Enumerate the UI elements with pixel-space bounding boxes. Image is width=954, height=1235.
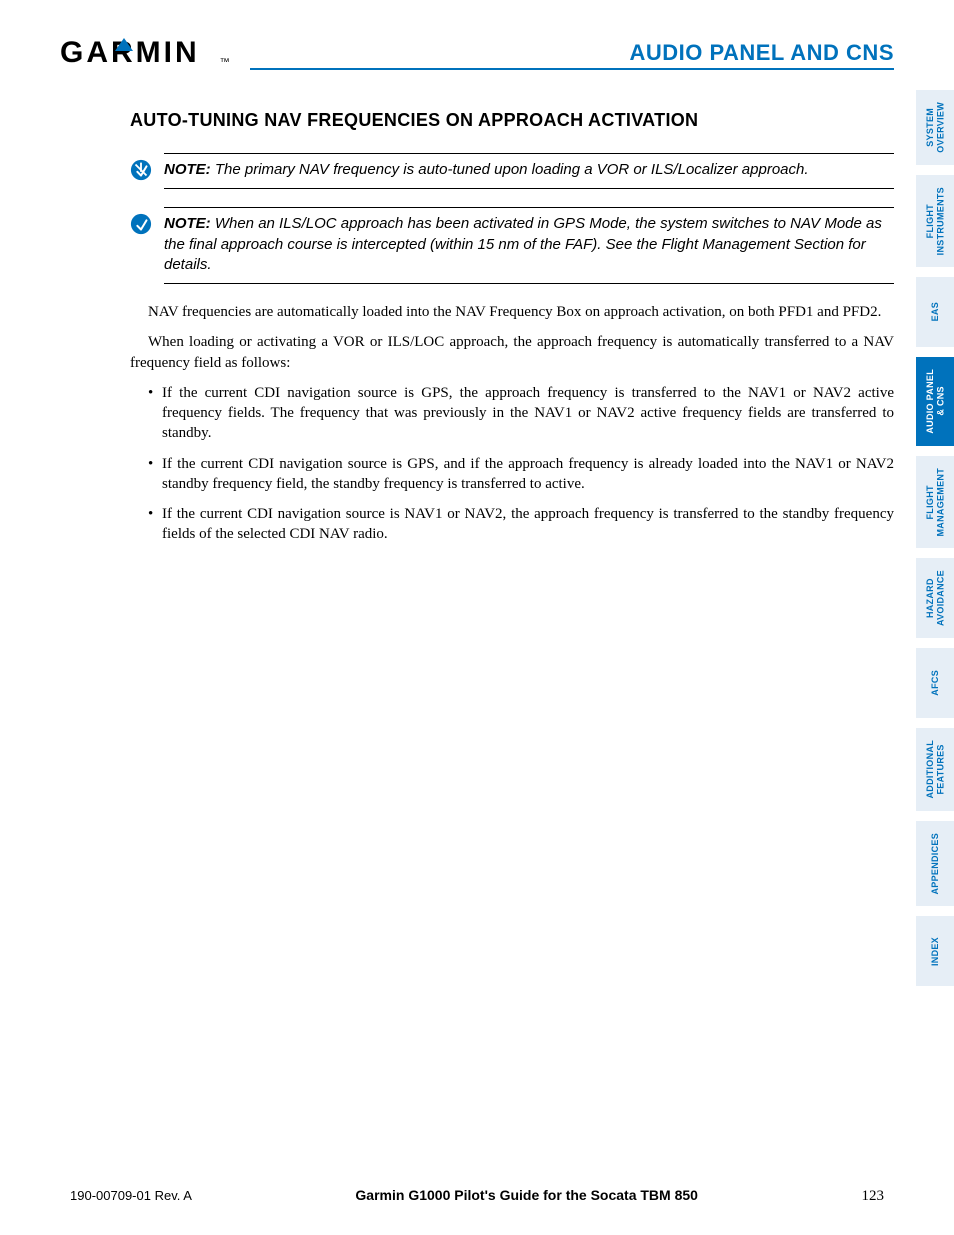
page-root: GARMIN™ AUDIO PANEL AND CNS SYSTEMOVERVI…	[0, 0, 954, 1235]
tab-label: INDEX	[930, 937, 940, 966]
content-heading: AUTO-TUNING NAV FREQUENCIES ON APPROACH …	[130, 110, 894, 131]
note-body: NOTE: The primary NAV frequency is auto-…	[164, 153, 894, 189]
tab-audio-panel-cns[interactable]: AUDIO PANEL& CNS	[916, 357, 954, 446]
tab-afcs[interactable]: AFCS	[916, 648, 954, 718]
page-footer: 190-00709-01 Rev. A Garmin G1000 Pilot's…	[70, 1187, 884, 1205]
tab-label: AFCS	[930, 670, 940, 696]
side-tabs: SYSTEMOVERVIEW FLIGHTINSTRUMENTS EAS AUD…	[916, 90, 954, 986]
note-label: NOTE:	[164, 215, 211, 232]
tab-label: FLIGHTINSTRUMENTS	[925, 187, 946, 255]
header-rule: AUDIO PANEL AND CNS	[250, 40, 894, 70]
doc-title: Garmin G1000 Pilot's Guide for the Socat…	[355, 1187, 698, 1203]
note-icon	[130, 159, 152, 181]
doc-id: 190-00709-01 Rev. A	[70, 1188, 192, 1203]
tab-appendices[interactable]: APPENDICES	[916, 821, 954, 907]
tab-additional-features[interactable]: ADDITIONALFEATURES	[916, 728, 954, 811]
note-label: NOTE:	[164, 161, 211, 178]
paragraph: When loading or activating a VOR or ILS/…	[130, 332, 894, 373]
note-icon	[130, 213, 152, 235]
note-block-1: NOTE: The primary NAV frequency is auto-…	[130, 153, 894, 189]
tab-label: ADDITIONALFEATURES	[925, 740, 946, 799]
page-number: 123	[861, 1188, 884, 1205]
note-text: The primary NAV frequency is auto-tuned …	[215, 161, 809, 178]
tab-flight-management[interactable]: FLIGHTMANAGEMENT	[916, 456, 954, 549]
tab-eas[interactable]: EAS	[916, 277, 954, 347]
note-text: When an ILS/LOC approach has been activa…	[164, 215, 882, 273]
tab-hazard-avoidance[interactable]: HAZARDAVOIDANCE	[916, 558, 954, 638]
tab-label: HAZARDAVOIDANCE	[925, 570, 946, 626]
tab-label: APPENDICES	[930, 833, 940, 895]
logo-triangle-icon	[115, 38, 133, 51]
bullet-item: If the current CDI navigation source is …	[148, 504, 894, 545]
bullet-item: If the current CDI navigation source is …	[148, 383, 894, 444]
section-title: AUDIO PANEL AND CNS	[629, 40, 894, 66]
page-header: GARMIN™ AUDIO PANEL AND CNS	[60, 30, 894, 70]
tab-label: FLIGHTMANAGEMENT	[925, 468, 946, 537]
note-block-2: NOTE: When an ILS/LOC approach has been …	[130, 207, 894, 284]
content-area: AUTO-TUNING NAV FREQUENCIES ON APPROACH …	[130, 110, 894, 555]
tab-system-overview[interactable]: SYSTEMOVERVIEW	[916, 90, 954, 165]
tab-flight-instruments[interactable]: FLIGHTINSTRUMENTS	[916, 175, 954, 267]
tab-label: AUDIO PANEL& CNS	[925, 369, 946, 434]
bullet-list: If the current CDI navigation source is …	[148, 383, 894, 545]
tab-label: EAS	[930, 302, 940, 321]
tab-label: SYSTEMOVERVIEW	[925, 102, 946, 153]
garmin-logo: GARMIN™	[60, 36, 230, 70]
logo-trademark: ™	[220, 57, 230, 68]
paragraph: NAV frequencies are automatically loaded…	[130, 302, 894, 322]
note-body: NOTE: When an ILS/LOC approach has been …	[164, 207, 894, 284]
tab-index[interactable]: INDEX	[916, 916, 954, 986]
bullet-item: If the current CDI navigation source is …	[148, 454, 894, 495]
